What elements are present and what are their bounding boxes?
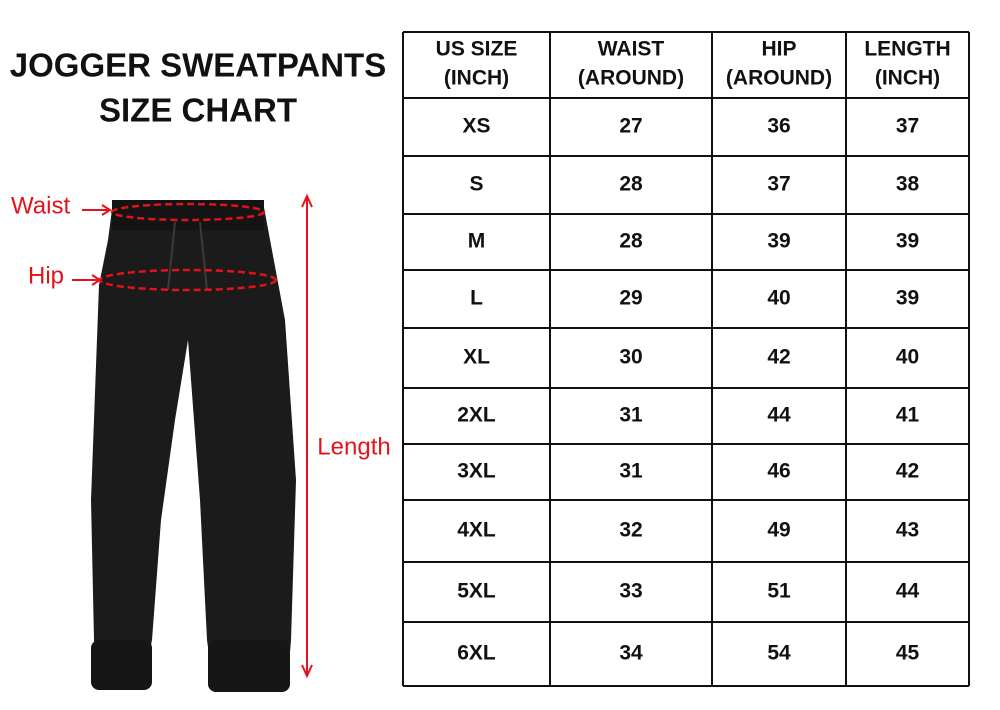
table-cell: 30 [619, 346, 642, 369]
table-cell: 39 [896, 287, 919, 310]
column-header: WAIST [598, 38, 665, 61]
table-cell: 54 [767, 642, 791, 665]
size-table: US SIZE (INCH) WAIST (AROUND) HIP (AROUND) LEN… [402, 31, 970, 687]
table-cell: 6XL [457, 642, 496, 665]
table-cell: M [468, 230, 486, 253]
table-cell: 36 [767, 115, 790, 138]
table-cell: 33 [619, 580, 642, 603]
column-header: US SIZE [436, 38, 518, 61]
table-cell: 39 [767, 230, 790, 253]
table-cell: 46 [767, 460, 790, 483]
column-header: HIP [761, 38, 796, 61]
waist-arrow [82, 204, 112, 216]
table-cell: S [469, 173, 483, 196]
column-header: (INCH) [875, 67, 940, 90]
table-cell: 4XL [457, 519, 496, 542]
length-label: Length [317, 433, 390, 460]
table-cell: 51 [767, 580, 791, 603]
hip-label: Hip [28, 262, 64, 289]
table-cell: 42 [767, 346, 790, 369]
table-cell: 43 [896, 519, 919, 542]
table-cell: 34 [619, 642, 643, 665]
table-cell: XL [463, 346, 490, 369]
table-cell: 32 [619, 519, 642, 542]
table-cell: 3XL [457, 460, 496, 483]
table-cell: 40 [767, 287, 790, 310]
table-cell: 42 [896, 460, 919, 483]
waist-ellipse [110, 202, 266, 222]
title-line: SIZE CHART [99, 92, 297, 129]
table-cell: 31 [619, 404, 643, 427]
table-cell: 44 [896, 580, 920, 603]
table-cell: 28 [619, 173, 643, 196]
length-arrow [301, 193, 313, 679]
table-cell: XS [462, 115, 490, 138]
hip-arrow [72, 274, 102, 286]
table-cell: 28 [619, 230, 643, 253]
table-cell: 2XL [457, 404, 496, 427]
table-cell: 39 [896, 230, 919, 253]
table-cell: 5XL [457, 580, 496, 603]
table-cell: 44 [767, 404, 791, 427]
column-header: (AROUND) [726, 67, 832, 90]
table-cell: 38 [896, 173, 920, 196]
table-cell: 37 [767, 173, 790, 196]
table-cell: 31 [619, 460, 643, 483]
table-cell: 27 [619, 115, 642, 138]
column-header: (INCH) [444, 67, 509, 90]
column-header: LENGTH [864, 38, 950, 61]
table-cell: 29 [619, 287, 642, 310]
waist-label: Waist [11, 192, 70, 219]
column-header: (AROUND) [578, 67, 684, 90]
table-cell: L [470, 287, 483, 310]
title-line: JOGGER SWEATPANTS [10, 47, 386, 84]
table-cell: 37 [896, 115, 919, 138]
table-cell: 49 [767, 519, 790, 542]
table-cell: 45 [896, 642, 920, 665]
table-cell: 40 [896, 346, 919, 369]
table-cell: 41 [896, 404, 920, 427]
pants-illustration [91, 200, 296, 692]
